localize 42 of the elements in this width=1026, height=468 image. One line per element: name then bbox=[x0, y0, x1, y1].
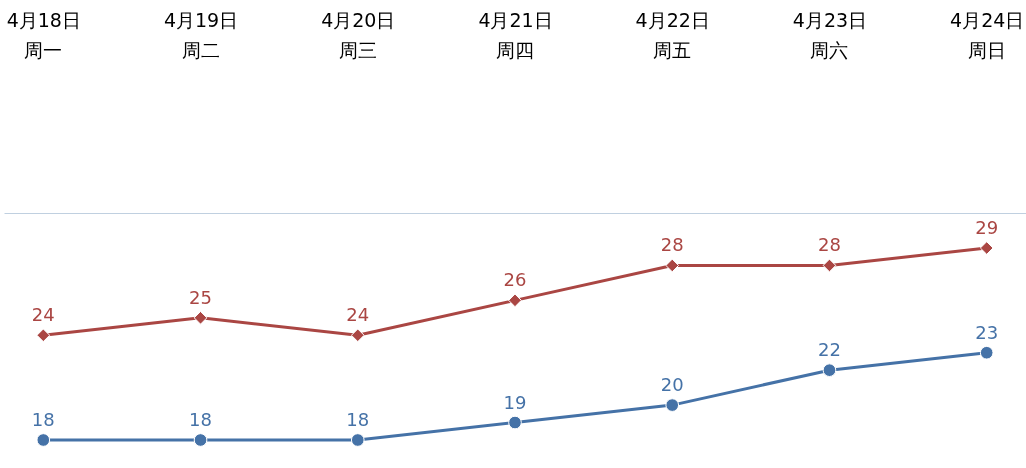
point bbox=[665, 258, 680, 273]
point bbox=[508, 415, 522, 430]
point bbox=[665, 398, 680, 412]
data-label: 19 bbox=[503, 391, 527, 413]
point bbox=[979, 345, 994, 360]
point bbox=[350, 433, 365, 447]
text: 周三 bbox=[338, 39, 377, 61]
point bbox=[350, 328, 365, 343]
data-label: 23 bbox=[975, 321, 999, 343]
point bbox=[979, 241, 994, 255]
text: 周日 bbox=[967, 39, 1006, 61]
data-label: 18 bbox=[31, 409, 55, 430]
data-label: 18 bbox=[189, 409, 212, 430]
x-tick-label: 4月21日 bbox=[478, 8, 553, 31]
x-tick-label: 4月18日 bbox=[6, 8, 81, 31]
text: 周六 bbox=[810, 39, 849, 61]
data-label: 28 bbox=[818, 234, 841, 256]
point bbox=[193, 310, 208, 325]
data-label: 20 bbox=[660, 374, 684, 396]
x-tick-label: 4月24日 bbox=[950, 8, 1025, 31]
data-label: 18 bbox=[346, 409, 370, 430]
data-label: 24 bbox=[346, 304, 370, 326]
data-label: 26 bbox=[503, 269, 527, 291]
x-tick-label: 4月23日 bbox=[792, 8, 868, 31]
data-label: 22 bbox=[818, 339, 841, 361]
point bbox=[193, 433, 208, 447]
data-label: 29 bbox=[975, 217, 999, 238]
point bbox=[508, 293, 522, 308]
text: 周二 bbox=[181, 39, 220, 61]
point bbox=[36, 433, 51, 447]
text: 周一 bbox=[24, 39, 63, 61]
point bbox=[822, 363, 837, 377]
data-label: 28 bbox=[660, 234, 684, 256]
x-tick-label: 4月19日 bbox=[163, 8, 239, 31]
text: 周五 bbox=[653, 39, 692, 61]
data-label: 24 bbox=[31, 304, 55, 326]
x-tick-label: 4月22日 bbox=[635, 8, 710, 31]
data-label: 25 bbox=[189, 286, 212, 308]
point bbox=[36, 328, 51, 343]
x-tick-label: 4月20日 bbox=[321, 8, 396, 31]
text: 周四 bbox=[496, 39, 534, 61]
point bbox=[822, 258, 837, 273]
